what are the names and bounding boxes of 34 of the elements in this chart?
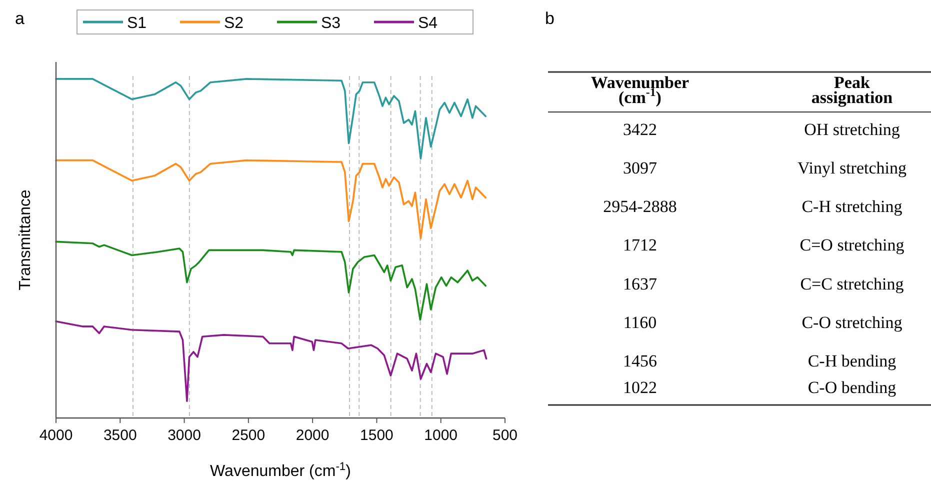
text: 1637: [623, 274, 657, 294]
legend-label: S2: [224, 15, 244, 32]
text: C=C stretching: [800, 274, 904, 294]
legend-label: S4: [418, 15, 438, 32]
x-tick-label: 2000: [296, 427, 330, 444]
x-tick-label: 500: [492, 427, 518, 444]
text: b: [545, 9, 554, 28]
text: OH stretching: [804, 120, 900, 139]
text: 1160: [623, 312, 657, 332]
x-tick-label: 2500: [232, 427, 266, 444]
text: C-H bending: [808, 351, 896, 370]
x-axis-title: Wavenumber (cm$^{-1}$): [210, 461, 351, 480]
x-tick-label: 1000: [424, 427, 458, 444]
text: 1022: [623, 378, 657, 397]
x-tick-label: 3500: [103, 427, 137, 444]
x-tick-label: 4000: [39, 427, 73, 444]
text: C=O stretching: [800, 236, 904, 255]
legend-label: S1: [127, 15, 147, 32]
text: 1712: [623, 236, 657, 255]
text: 3097: [623, 158, 657, 178]
category-label: Wavenumber (cm$^{-1}$): [590, 73, 690, 107]
text: Vinyl stretching: [798, 158, 906, 178]
legend-label: S3: [321, 15, 341, 32]
text: C-O stretching: [802, 312, 902, 332]
text: 3422: [623, 120, 657, 139]
text: C-H stretching: [802, 197, 902, 216]
chart-title: a: [15, 9, 25, 28]
x-tick-label: 3000: [168, 427, 201, 444]
text: C-O bending: [808, 378, 896, 397]
category-label: Peak assignation: [811, 73, 894, 107]
x-tick-label: 1500: [360, 427, 394, 444]
text: 2954-2888: [603, 197, 677, 216]
y-axis-title: Transmittance: [17, 190, 34, 290]
text: 1456: [623, 351, 657, 370]
